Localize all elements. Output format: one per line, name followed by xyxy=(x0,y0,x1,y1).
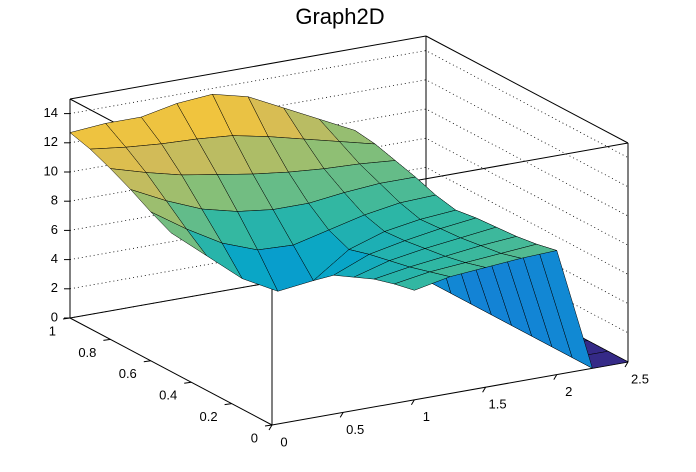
z-tick-label: 4 xyxy=(51,251,58,266)
z-tick-label: 0 xyxy=(51,309,58,324)
y-tick-label: 0.2 xyxy=(200,409,218,424)
box-edge xyxy=(69,317,273,426)
surface-cell xyxy=(393,271,451,291)
x-tick-label: 2 xyxy=(565,384,572,399)
box-edge xyxy=(271,361,629,426)
box-edge xyxy=(69,35,427,100)
y-tick-label: 0 xyxy=(251,430,258,445)
z-tick-label: 12 xyxy=(44,134,58,149)
x-tick xyxy=(268,424,273,431)
z-tick-label: 6 xyxy=(51,222,58,237)
z-tick-label: 14 xyxy=(44,105,58,120)
y-tick-label: 1 xyxy=(49,323,56,338)
z-tick-label: 8 xyxy=(51,193,58,208)
x-tick xyxy=(339,412,344,418)
grid-line xyxy=(69,225,629,334)
x-tick-label: 1 xyxy=(423,409,430,424)
chart-title: Graph2D xyxy=(295,4,384,29)
x-tick xyxy=(482,386,487,393)
y-tick xyxy=(103,338,111,341)
y-tick xyxy=(143,360,151,363)
x-tick xyxy=(553,374,558,380)
x-tick-label: 1.5 xyxy=(489,397,507,412)
surface-cell xyxy=(150,211,207,256)
y-tick xyxy=(264,424,273,427)
y-tick xyxy=(224,403,232,406)
y-tick-label: 0.4 xyxy=(159,388,177,403)
box-edge xyxy=(425,35,629,144)
y-tick xyxy=(184,381,192,384)
z-tick-label: 10 xyxy=(44,163,58,178)
x-tick-label: 0 xyxy=(280,434,287,449)
x-tick xyxy=(410,399,415,406)
grid-line xyxy=(69,50,629,158)
x-tick xyxy=(624,361,629,368)
x-tick-label: 0.5 xyxy=(346,422,364,437)
z-tick-label: 2 xyxy=(51,280,58,295)
x-tick-label: 2.5 xyxy=(631,371,649,386)
y-tick-label: 0.8 xyxy=(78,345,96,360)
y-tick-label: 0.6 xyxy=(119,366,137,381)
